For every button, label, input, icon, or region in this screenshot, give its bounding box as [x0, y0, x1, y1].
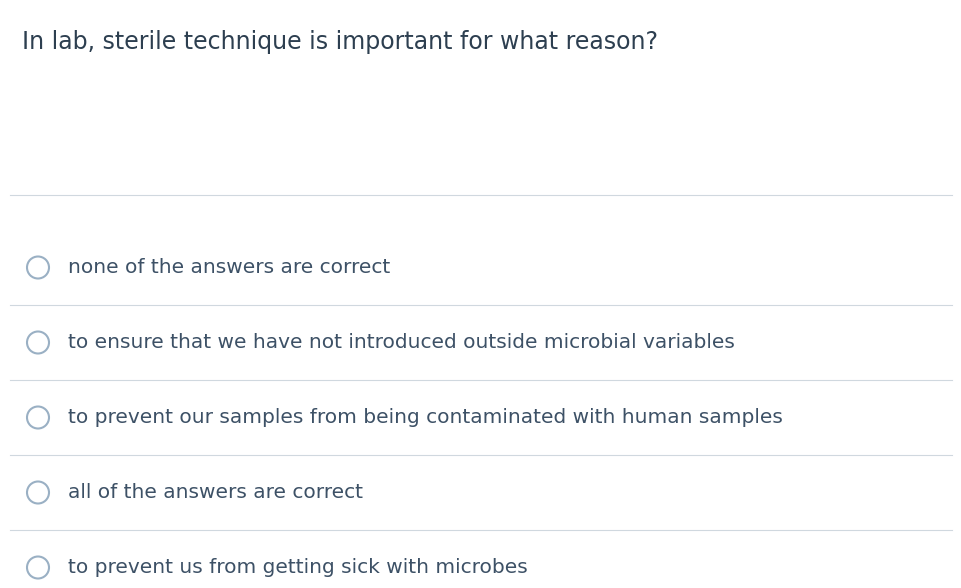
Text: In lab, sterile technique is important for what reason?: In lab, sterile technique is important f…	[22, 30, 657, 54]
Text: to prevent our samples from being contaminated with human samples: to prevent our samples from being contam…	[68, 408, 782, 427]
Text: to ensure that we have not introduced outside microbial variables: to ensure that we have not introduced ou…	[68, 333, 734, 352]
Text: all of the answers are correct: all of the answers are correct	[68, 483, 362, 502]
Text: none of the answers are correct: none of the answers are correct	[68, 258, 390, 277]
Text: to prevent us from getting sick with microbes: to prevent us from getting sick with mic…	[68, 558, 528, 577]
